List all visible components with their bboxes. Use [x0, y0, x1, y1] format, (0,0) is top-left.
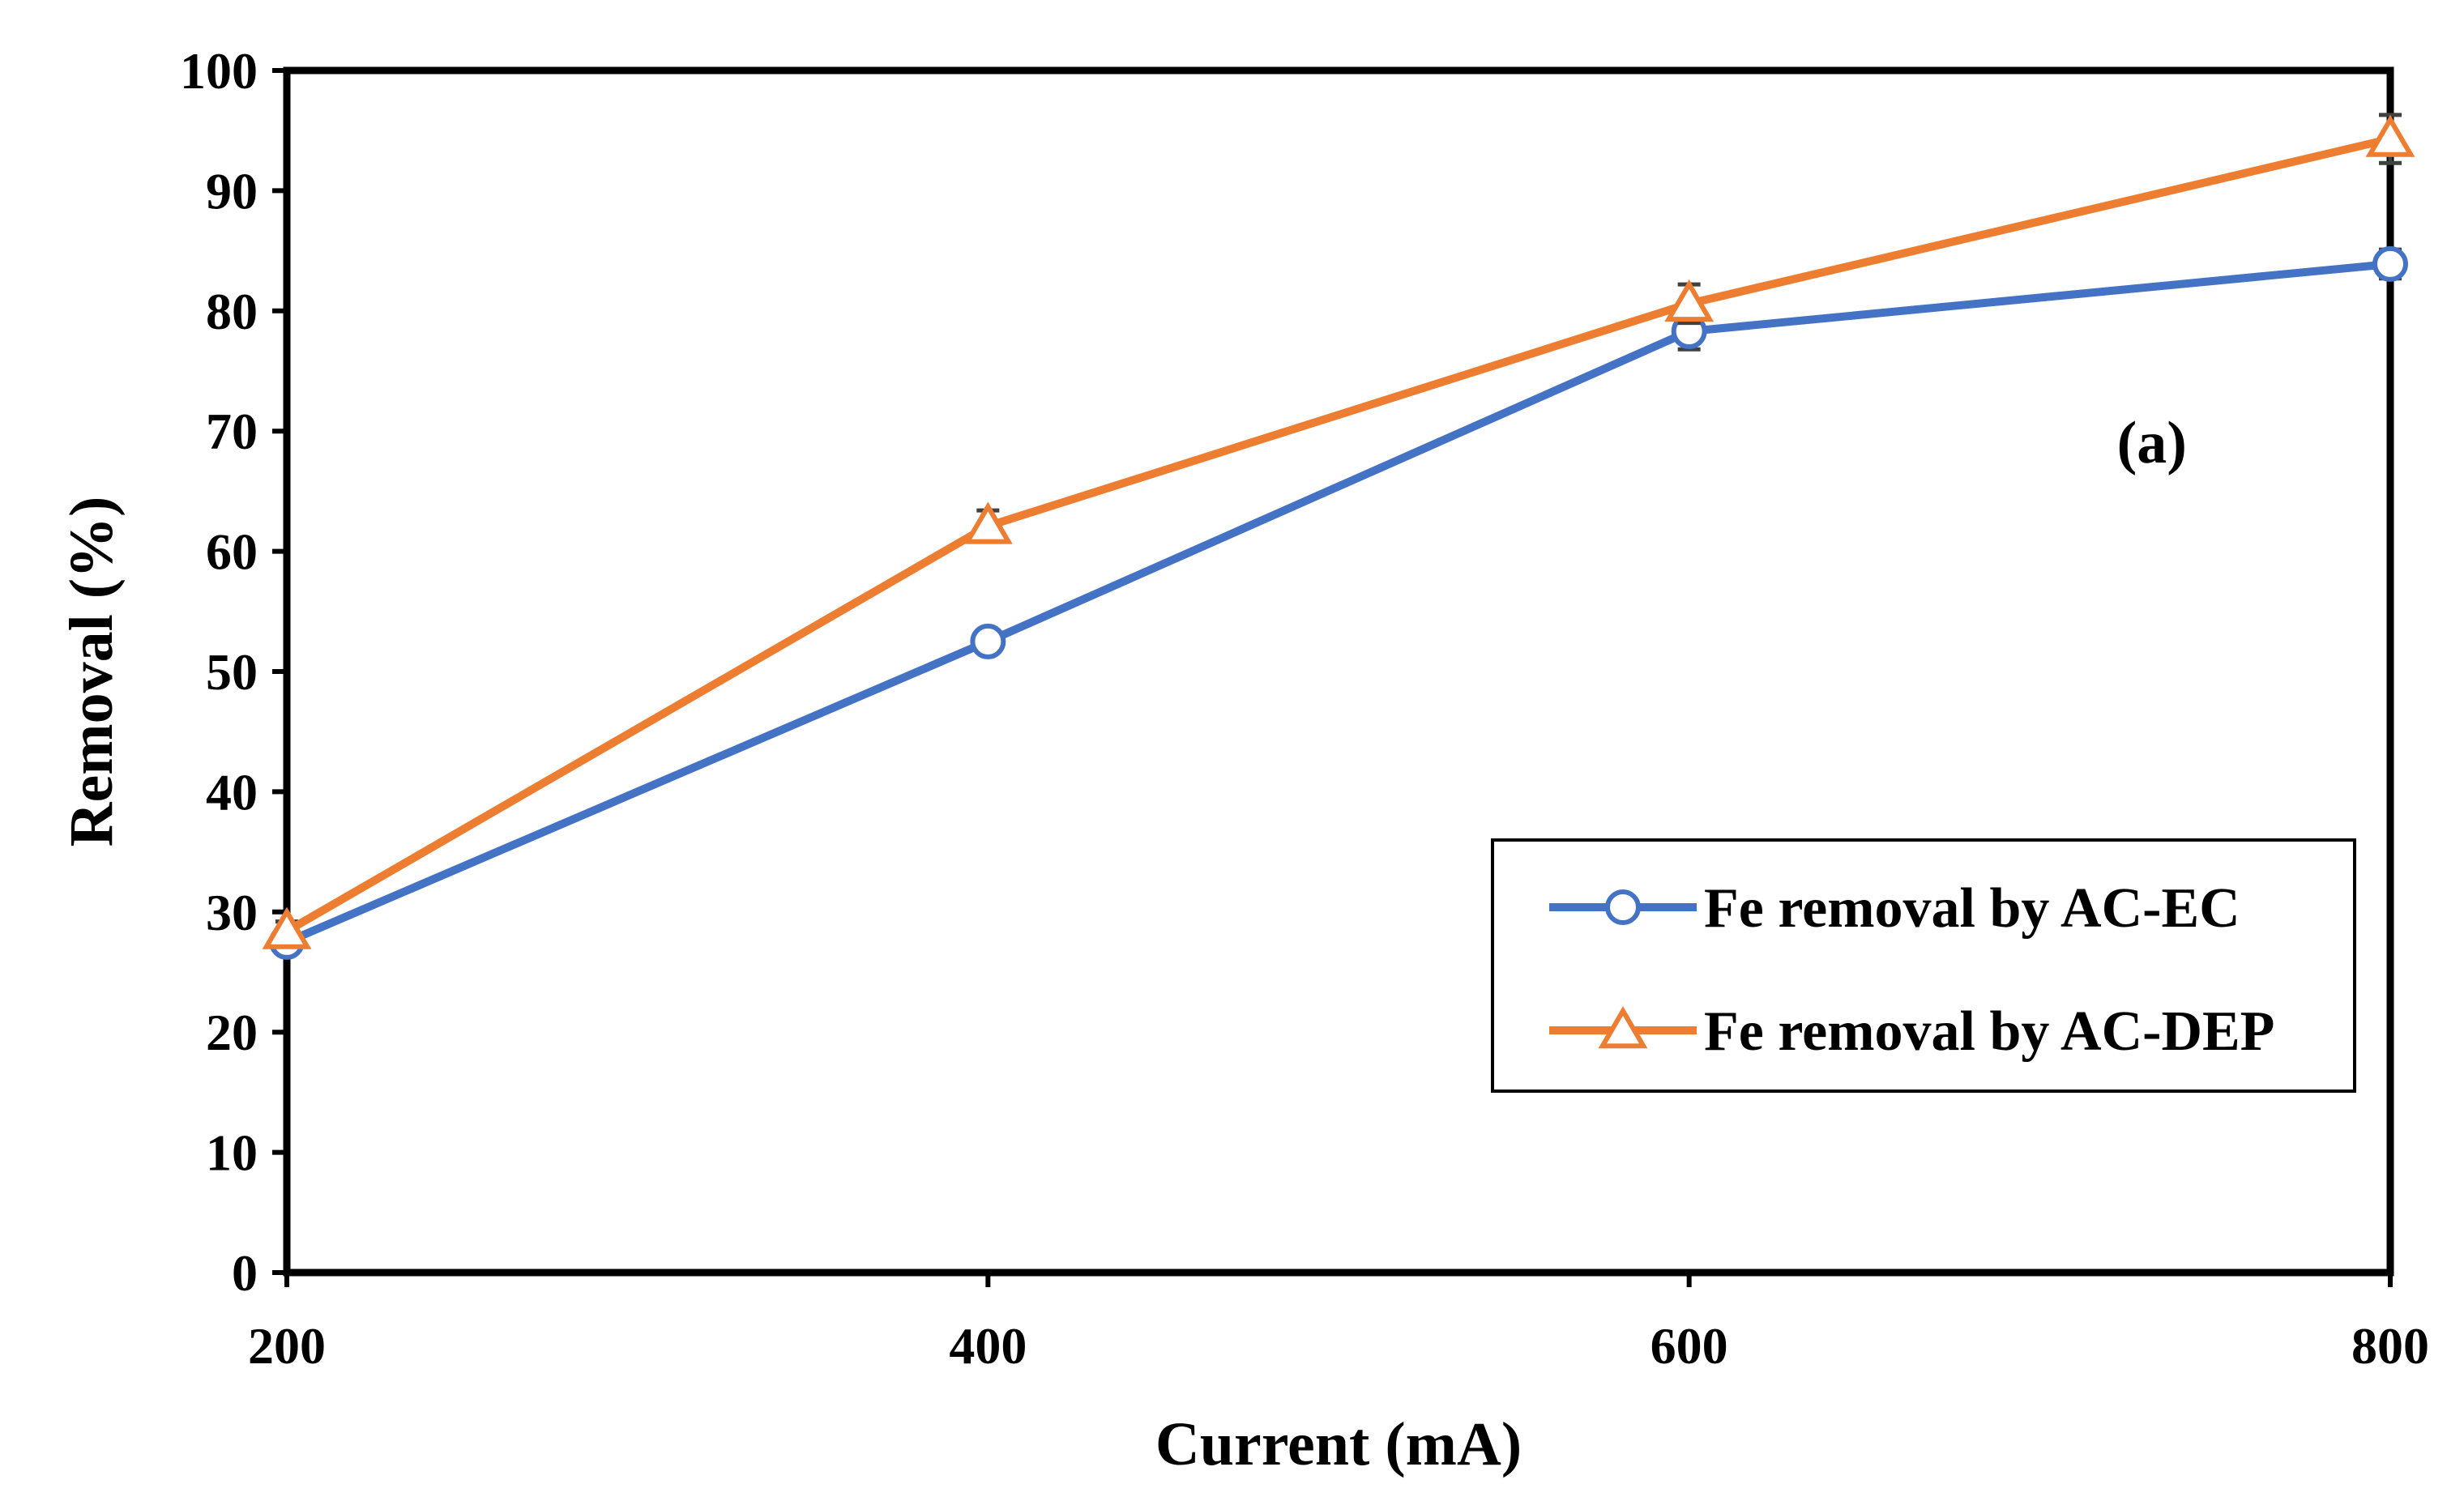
y-tick-label: 90	[206, 162, 258, 220]
y-axis-ticks: 0 10 20 30 40 50 60 70 80 90 100	[180, 42, 287, 1302]
legend-item-2: Fe removal by AC-DEP	[1549, 1000, 2274, 1063]
y-tick-label: 100	[180, 42, 258, 100]
y-tick-label: 50	[206, 643, 258, 701]
legend-box	[1491, 838, 2356, 1093]
data-point	[2365, 114, 2415, 157]
x-tick-label: 800	[2351, 1317, 2429, 1375]
legend-label: Fe removal by AC-EC	[1704, 877, 2240, 940]
x-tick-label: 200	[248, 1317, 326, 1375]
data-point	[262, 906, 312, 949]
series-line	[285, 259, 2391, 946]
data-point	[2372, 245, 2408, 282]
y-tick-label: 70	[206, 403, 258, 460]
data-point	[1664, 279, 1715, 322]
legend-marker	[1598, 1006, 1648, 1049]
x-tick-label: 600	[1650, 1317, 1728, 1375]
y-tick-label: 10	[206, 1124, 258, 1182]
data-point	[963, 501, 1013, 544]
legend-item-1: Fe removal by AC-EC	[1549, 877, 2240, 940]
legend-label: Fe removal by AC-DEP	[1704, 1000, 2274, 1063]
y-tick-label: 0	[232, 1244, 258, 1302]
y-tick-label: 20	[206, 1004, 258, 1061]
y-tick-label: 60	[206, 523, 258, 581]
y-tick-label: 30	[206, 884, 258, 941]
series-2	[262, 113, 2415, 949]
legend-items: Fe removal by AC-EC Fe removal by AC-DEP	[1549, 877, 2274, 1063]
y-tick-label: 80	[206, 283, 258, 340]
x-tick-label: 400	[949, 1317, 1027, 1375]
panel-label-annotation: (a)	[2117, 410, 2187, 476]
x-axis-title: Current (mA)	[1155, 1410, 1522, 1478]
x-axis-ticks: 200 400 600 800	[248, 1273, 2429, 1375]
y-axis-title: Removal (%)	[58, 497, 126, 847]
series-line	[284, 134, 2392, 935]
legend-marker	[1605, 889, 1641, 925]
data-point	[970, 623, 1006, 659]
series-layer	[262, 113, 2415, 960]
y-tick-label: 40	[206, 763, 258, 821]
legend: Fe removal by AC-EC Fe removal by AC-DEP	[1491, 838, 2356, 1093]
